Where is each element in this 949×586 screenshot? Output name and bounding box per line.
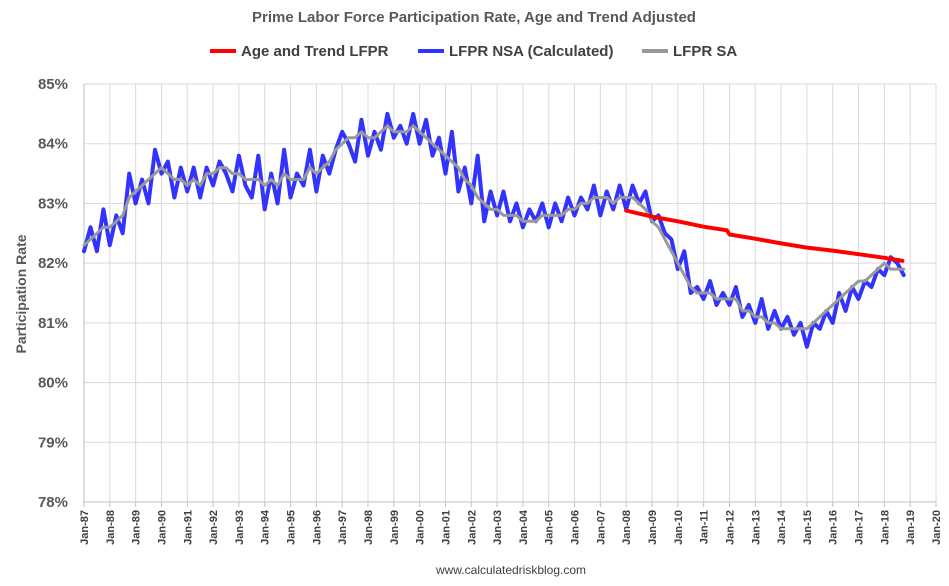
x-axis: Jan-87 Jan-88 Jan-89 Jan-90 Jan-91 Jan-92 Jan-… <box>79 501 943 545</box>
x-tick-label: Jan-92 <box>208 510 220 545</box>
x-tick-label: Jan-11 <box>699 510 711 544</box>
x-tick-label: Jan-04 <box>518 509 530 545</box>
x-tick-label: Jan-95 <box>286 510 298 545</box>
y-tick-label: 79% <box>38 434 68 451</box>
legend-label: LFPR SA <box>673 43 737 60</box>
x-tick-label: Jan-05 <box>544 510 556 545</box>
x-tick-label: Jan-07 <box>595 510 607 545</box>
grid <box>83 83 937 503</box>
x-tick-label: Jan-20 <box>931 510 943 545</box>
x-tick-label: Jan-06 <box>570 510 582 545</box>
y-axis-label: Participation Rate <box>13 234 29 353</box>
x-tick-label: Jan-18 <box>879 510 891 545</box>
x-tick-label: Jan-16 <box>828 510 840 545</box>
x-tick-label: Jan-89 <box>131 510 143 545</box>
x-tick-label: Jan-97 <box>337 510 349 545</box>
legend-label: LFPR NSA (Calculated) <box>449 43 613 60</box>
x-tick-label: Jan-87 <box>79 510 91 545</box>
x-tick-label: Jan-88 <box>105 510 117 545</box>
x-tick-label: Jan-93 <box>234 510 246 545</box>
x-tick-label: Jan-90 <box>156 510 168 545</box>
chart-title: Prime Labor Force Participation Rate, Ag… <box>252 9 696 26</box>
y-tick-label: 80% <box>38 375 68 392</box>
x-tick-label: Jan-09 <box>647 510 659 545</box>
x-tick-label: Jan-94 <box>260 509 272 545</box>
y-tick-label: 82% <box>38 255 68 272</box>
x-tick-label: Jan-17 <box>854 510 866 545</box>
x-tick-label: Jan-00 <box>415 510 427 545</box>
y-tick-label: 81% <box>38 315 68 332</box>
x-tick-label: Jan-99 <box>389 510 401 545</box>
x-tick-label: Jan-01 <box>440 510 452 545</box>
x-tick-label: Jan-12 <box>724 510 736 545</box>
y-tick-label: 84% <box>38 136 68 153</box>
x-tick-label: Jan-08 <box>621 510 633 545</box>
y-tick-label: 78% <box>38 494 68 511</box>
x-tick-label: Jan-10 <box>673 510 685 545</box>
x-tick-label: Jan-91 <box>182 510 194 545</box>
plot-area <box>82 111 906 349</box>
series-line-2 <box>82 124 906 331</box>
x-tick-label: Jan-15 <box>802 510 814 545</box>
y-tick-label: 83% <box>38 195 68 212</box>
y-axis: 78% 79% 80% 81% 82% 83% 84% 85% <box>38 76 85 511</box>
x-tick-label: Jan-02 <box>466 510 478 545</box>
legend-label: Age and Trend LFPR <box>241 43 389 60</box>
y-tick-label: 85% <box>38 76 68 93</box>
source-label: www.calculatedriskblog.com <box>435 563 586 577</box>
series-line-0 <box>624 208 905 263</box>
legend: Age and Trend LFPR LFPR NSA (Calculated) L… <box>210 43 737 60</box>
x-tick-label: Jan-03 <box>492 510 504 545</box>
x-tick-label: Jan-14 <box>776 509 788 545</box>
x-tick-label: Jan-13 <box>750 510 762 545</box>
x-tick-label: Jan-98 <box>363 510 375 545</box>
x-tick-label: Jan-96 <box>311 510 323 545</box>
x-tick-label: Jan-19 <box>905 510 917 545</box>
